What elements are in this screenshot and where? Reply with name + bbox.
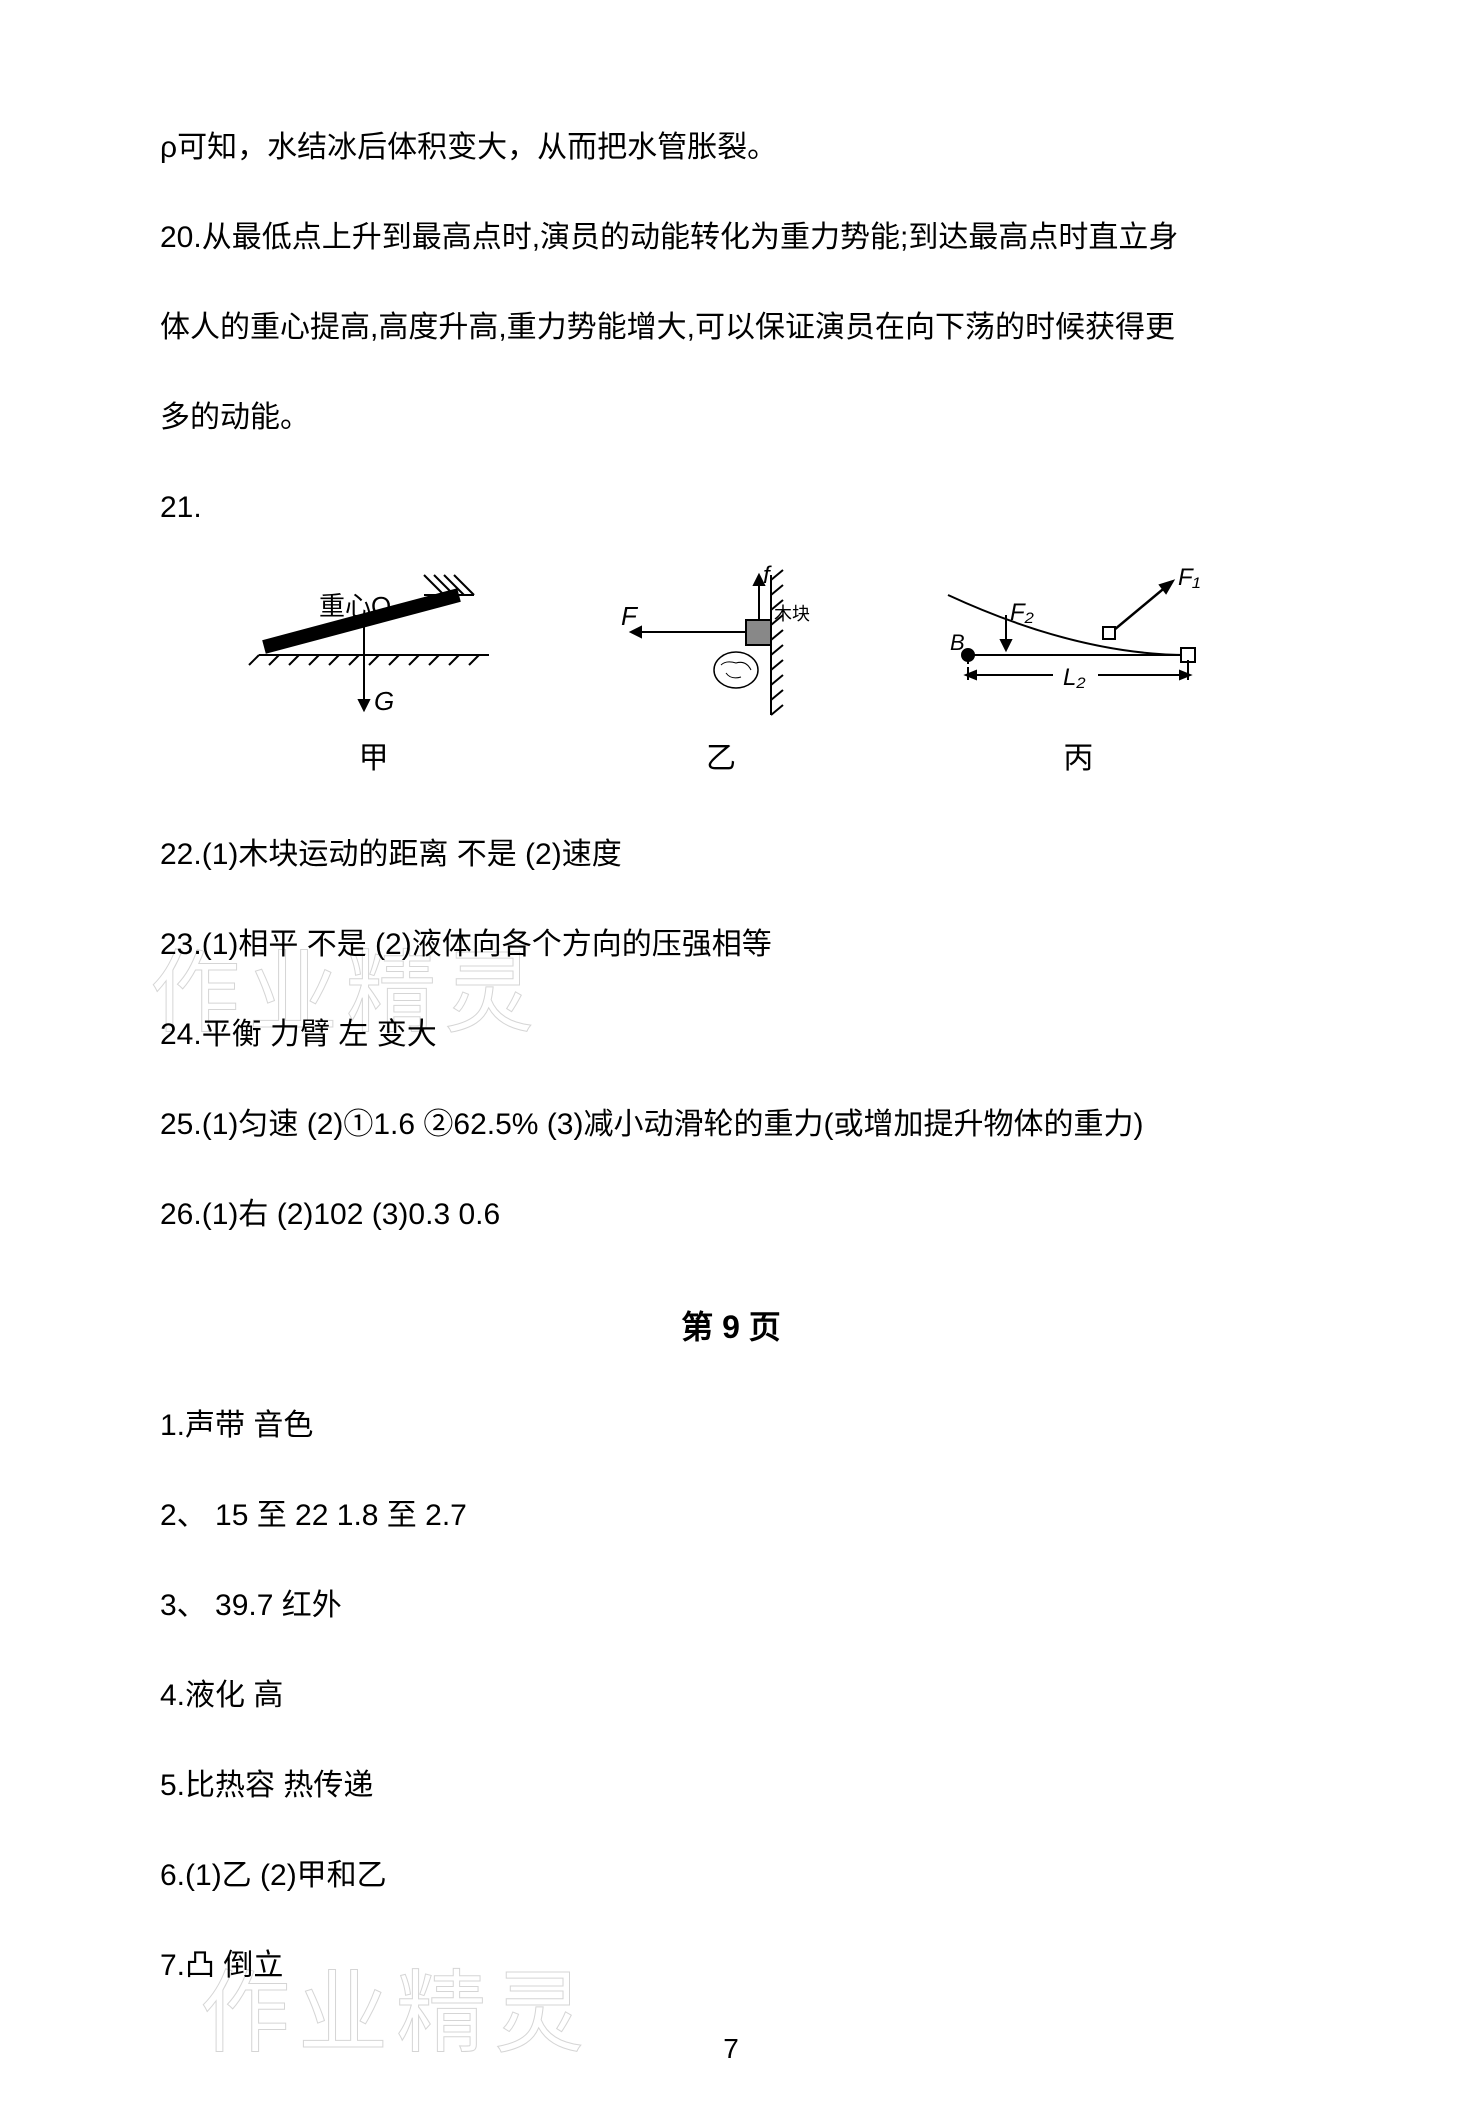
figure-label-yi: 乙 (706, 733, 736, 777)
answer-line-20a: 20.从最低点上升到最高点时,演员的动能转化为重力势能;到达最高点时直立身 (160, 200, 1302, 275)
svg-text:L₂: L₂ (1063, 664, 1086, 691)
figure-label-jia: 甲 (359, 733, 389, 777)
svg-text:B: B (950, 630, 965, 655)
svg-text:G: G (374, 686, 394, 716)
diagram-jia-icon: 重心O G (244, 565, 504, 725)
figure-yi: f F 木块 乙 (611, 565, 831, 777)
answer-p9-2: 2、 15 至 22 1.8 至 2.7 (160, 1478, 1302, 1553)
figure-row: 重心O G 甲 (160, 565, 1302, 777)
diagram-bing-icon: F₁ F₂ B L₂ (938, 565, 1218, 725)
figure-label-bing: 丙 (1063, 733, 1093, 777)
answer-line-21: 21. (160, 470, 1302, 545)
svg-text:F₂: F₂ (1010, 599, 1034, 626)
figure-jia: 重心O G 甲 (244, 565, 504, 777)
answer-p9-1: 1.声带 音色 (160, 1388, 1302, 1463)
svg-text:F₁: F₁ (1178, 565, 1200, 591)
svg-text:木块: 木块 (774, 604, 810, 624)
answer-p9-5: 5.比热容 热传递 (160, 1748, 1302, 1823)
answer-p9-7: 7.凸 倒立 (160, 1928, 1302, 2003)
document-content: ρ可知，水结冰后体积变大，从而把水管胀裂。 20.从最低点上升到最高点时,演员的… (160, 110, 1302, 2065)
answer-line-26: 26.(1)右 (2)102 (3)0.3 0.6 (160, 1177, 1302, 1252)
answer-line-20c: 多的动能。 (160, 380, 1302, 455)
answer-line-20b: 体人的重心提高,高度升高,重力势能增大,可以保证演员在向下荡的时候获得更 (160, 290, 1302, 365)
answer-line-24: 24.平衡 力臂 左 变大 (160, 997, 1302, 1072)
answer-p9-4: 4.液化 高 (160, 1658, 1302, 1733)
answer-line-22: 22.(1)木块运动的距离 不是 (2)速度 (160, 817, 1302, 892)
answer-line-25: 25.(1)匀速 (2)①1.6 ②62.5% (3)减小动滑轮的重力(或增加提… (160, 1087, 1302, 1162)
svg-text:F: F (621, 601, 639, 631)
answer-line-rho: ρ可知，水结冰后体积变大，从而把水管胀裂。 (160, 110, 1302, 185)
page-number: 7 (160, 2033, 1302, 2065)
answer-line-23: 23.(1)相平 不是 (2)液体向各个方向的压强相等 (160, 907, 1302, 982)
answer-p9-6: 6.(1)乙 (2)甲和乙 (160, 1838, 1302, 1913)
answer-p9-3: 3、 39.7 红外 (160, 1568, 1302, 1643)
diagram-yi-icon: f F 木块 (611, 565, 831, 725)
page-9-header: 第 9 页 (160, 1302, 1302, 1348)
svg-text:重心O: 重心O (319, 591, 391, 621)
figure-bing: F₁ F₂ B L₂ 丙 (938, 565, 1218, 777)
